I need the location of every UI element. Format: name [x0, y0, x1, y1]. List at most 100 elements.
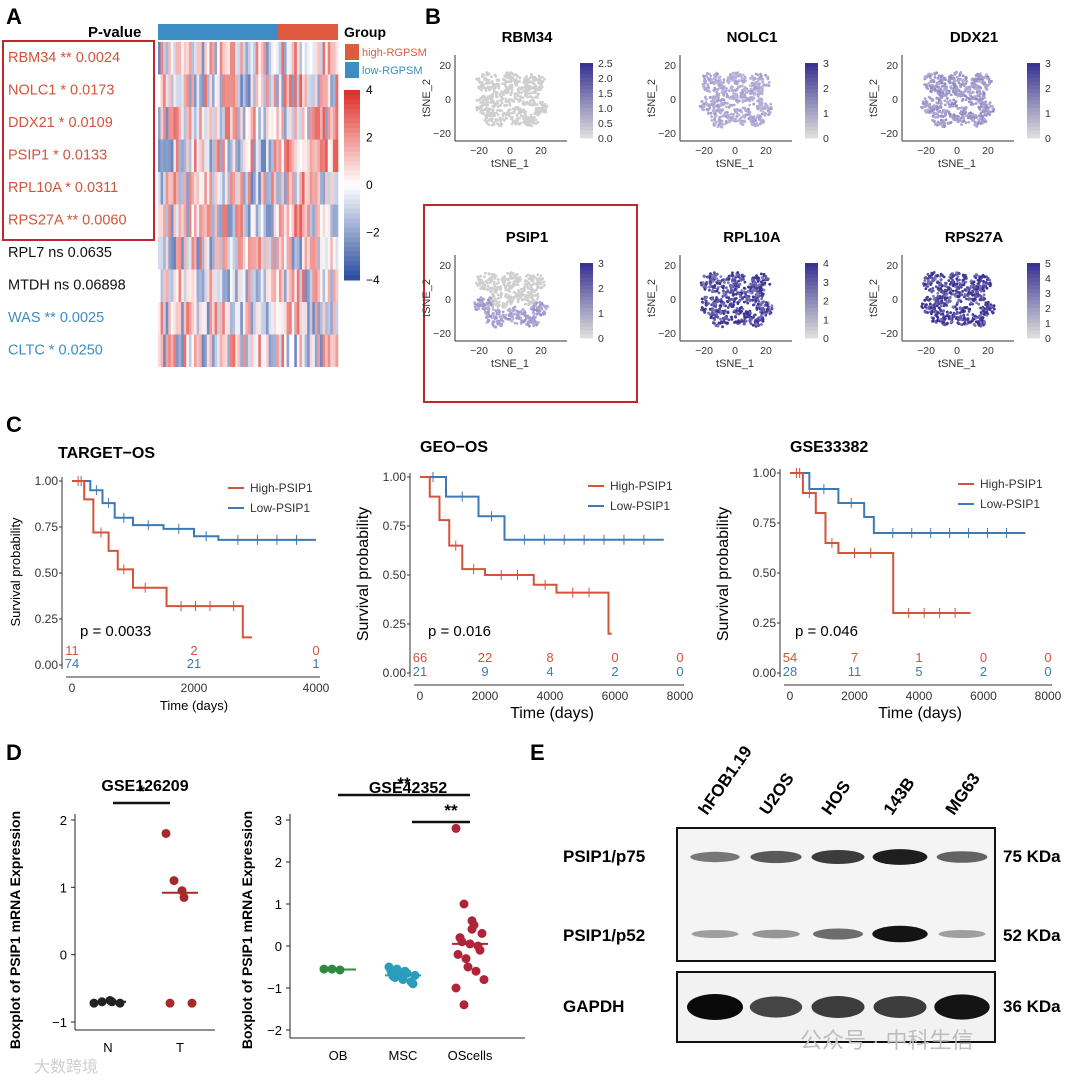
y-tick: 0.00	[753, 666, 777, 680]
tsne-cell	[745, 88, 749, 92]
tsne-cell	[716, 281, 719, 285]
heatmap-cell	[222, 204, 226, 237]
heatmap-cell	[263, 172, 267, 205]
heatmap-cell	[281, 74, 285, 107]
tsne-cell	[514, 122, 518, 126]
tsne-cell	[943, 125, 946, 128]
tsne-cell	[975, 91, 979, 94]
heatmap-cell	[237, 172, 241, 205]
tsne-cell	[727, 275, 731, 279]
tsne-cell	[966, 313, 969, 317]
heatmap-cell	[314, 334, 318, 367]
tsne-cell	[539, 108, 543, 111]
tsne-cell	[936, 315, 939, 319]
color-scale-segment	[344, 237, 360, 243]
heatmap-cell	[330, 204, 334, 237]
tsne-cell	[978, 288, 982, 292]
blot-band	[749, 996, 803, 1018]
tsne-cell	[704, 87, 708, 90]
heatmap-cell	[219, 334, 223, 367]
heatmap-cell	[178, 139, 182, 172]
heatmap-cell	[330, 42, 334, 75]
tsne-cell	[480, 281, 484, 285]
heatmap-row-label: CLTC * 0.0250	[8, 343, 103, 359]
tsne-cell	[473, 302, 477, 306]
tsne-cell	[498, 303, 501, 307]
heatmap-cell	[160, 42, 164, 75]
tsne-cell	[983, 321, 986, 325]
heatmap-cell	[206, 42, 210, 75]
tsne-cell	[753, 276, 756, 280]
tsne-cell	[975, 301, 978, 304]
tsne-cell	[487, 272, 491, 276]
heatmap-cell	[296, 107, 300, 140]
heatmap-cell	[242, 237, 246, 270]
tsne-cell	[722, 98, 726, 102]
heatmap-cell	[224, 334, 228, 367]
tsne-cell	[505, 116, 508, 120]
heatmap-cell	[183, 237, 187, 270]
significance-star: **	[397, 774, 411, 793]
tsne-cell	[521, 308, 525, 312]
tsne-cell	[961, 281, 965, 285]
heatmap-cell	[307, 334, 311, 367]
heatmap-cell	[286, 237, 290, 270]
heatmap-cell	[183, 269, 187, 302]
heatmap-cell	[276, 139, 280, 172]
heatmap-cell	[178, 74, 182, 107]
heatmap-cell	[245, 74, 249, 107]
tsne-cell	[750, 278, 754, 281]
tsne-cell	[499, 103, 502, 107]
risk-low: 21	[187, 656, 201, 671]
tsne-cell	[532, 115, 536, 119]
heatmap-cell	[222, 172, 226, 205]
tsne-cell	[539, 282, 543, 286]
tsne-cell	[951, 289, 955, 293]
tsne-cell	[935, 112, 938, 116]
tsne-scale-tick: 3	[823, 58, 829, 70]
tsne-cell	[510, 88, 514, 91]
heatmap-cell	[291, 237, 295, 270]
tsne-cell	[718, 107, 721, 111]
tsne-cell	[961, 110, 964, 114]
tsne-cell	[735, 284, 739, 288]
tsne-cell	[542, 280, 546, 284]
heatmap-cell	[335, 204, 339, 237]
tsne-cell	[979, 72, 982, 76]
tsne-cell	[964, 280, 968, 284]
tsne-cell	[764, 102, 767, 106]
data-point	[479, 975, 489, 985]
risk-low: 5	[915, 664, 922, 679]
tsne-cell	[940, 299, 944, 303]
heatmap-cell	[194, 269, 197, 302]
tsne-cell	[986, 108, 990, 112]
heatmap-cell	[276, 74, 280, 107]
tsne-cell	[513, 274, 516, 277]
tsne-cell	[732, 300, 736, 304]
heatmap-cell	[168, 334, 172, 367]
risk-low: 9	[481, 664, 488, 679]
tsne-cell	[531, 96, 535, 100]
heatmap-cell	[271, 42, 275, 75]
tsne-cell	[954, 100, 958, 104]
heatmap-cell	[284, 237, 287, 270]
heatmap-cell	[317, 302, 321, 335]
tsne-cell	[761, 292, 765, 296]
heatmap-cell	[286, 172, 290, 205]
tsne-cell	[491, 93, 494, 96]
heatmap-cell	[163, 334, 167, 367]
tsne-cell	[491, 308, 495, 311]
tsne-cell	[943, 315, 946, 319]
x-tick: 0	[507, 345, 513, 357]
blot-band	[690, 851, 740, 863]
tsne-cell	[514, 283, 517, 286]
heatmap-cell	[191, 237, 195, 270]
tsne-scale-segment	[580, 134, 593, 139]
tsne-cell	[760, 283, 764, 287]
tsne-cell	[706, 72, 709, 75]
heatmap-cell	[191, 334, 195, 367]
heatmap-cell	[248, 42, 251, 75]
heatmap-cell	[312, 334, 316, 367]
tsne-cell	[735, 309, 738, 313]
tsne-cell	[723, 101, 727, 105]
